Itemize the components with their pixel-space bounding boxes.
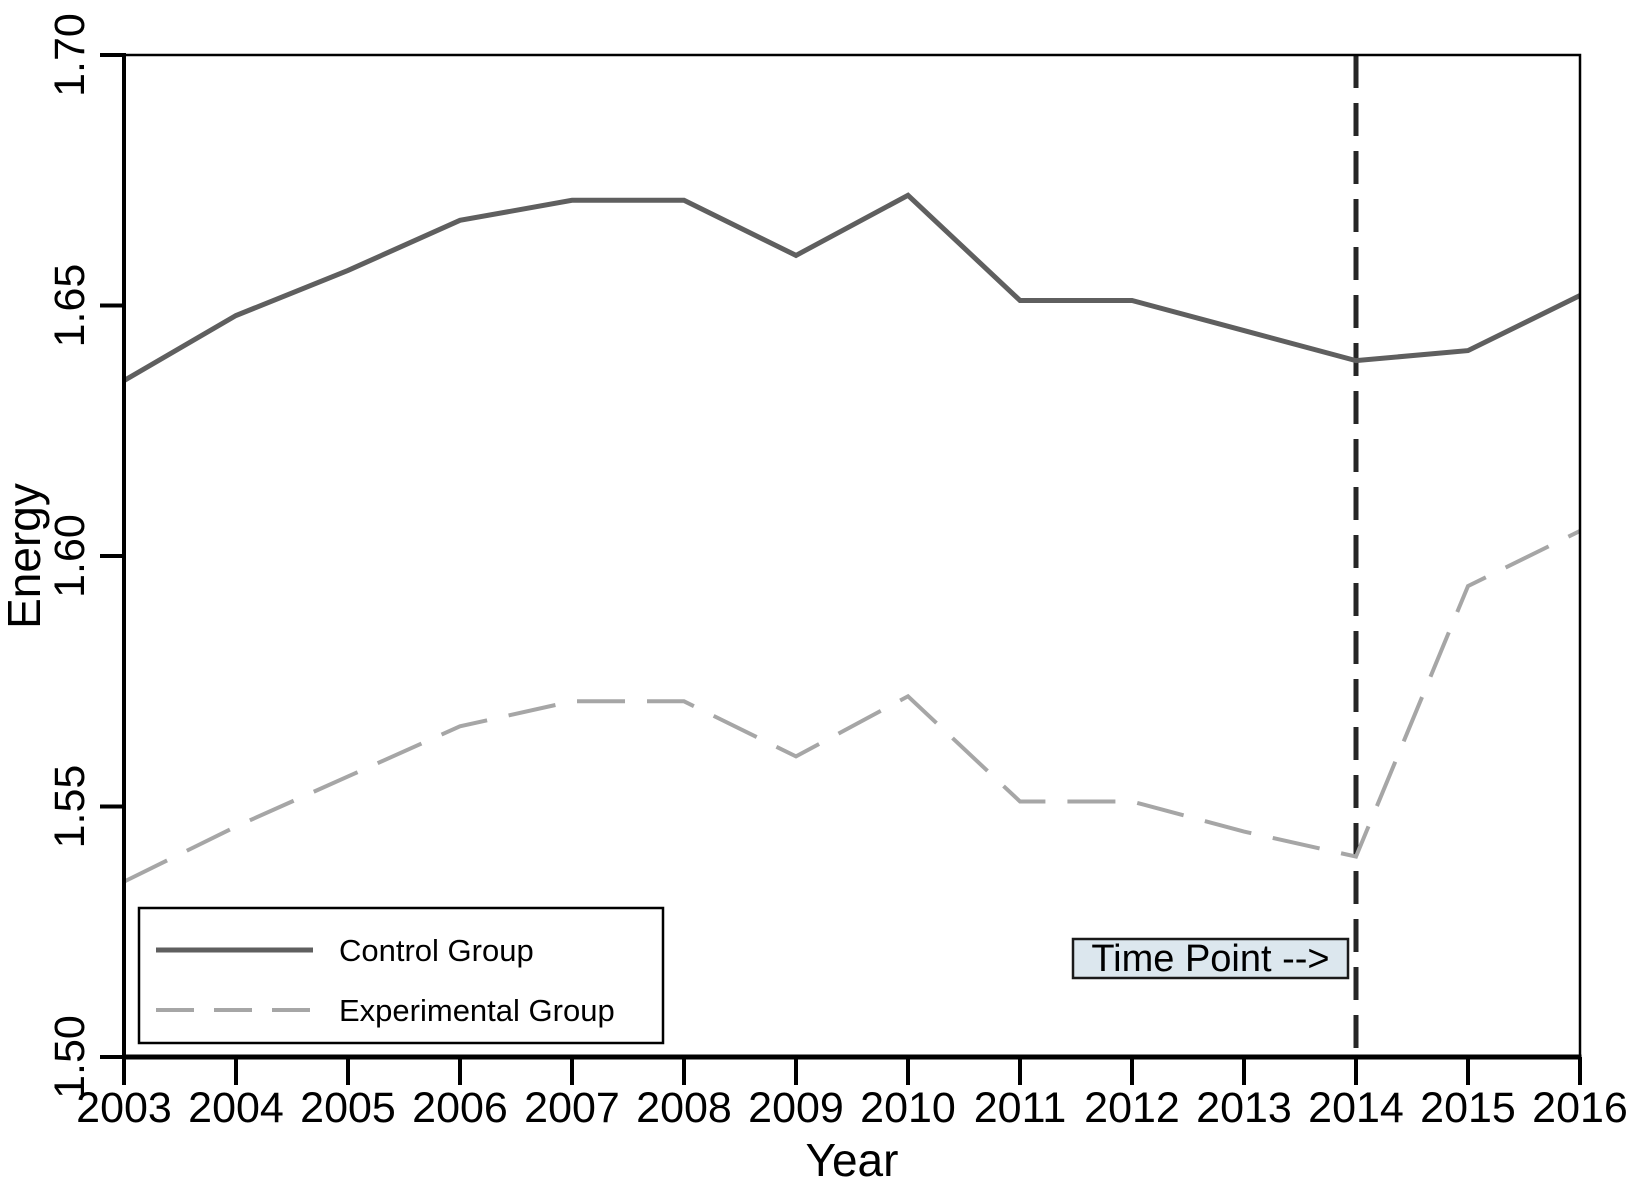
legend-box: [137, 906, 665, 1045]
x-tick-label: 2013: [1196, 1084, 1292, 1132]
x-tick-label: 2005: [300, 1084, 396, 1132]
y-tick-label: 1.50: [46, 1015, 94, 1099]
annotation-box: [1071, 937, 1350, 980]
y-axis-title: Energy: [0, 483, 50, 629]
x-tick-label: 2003: [76, 1084, 172, 1132]
plot-frame: [122, 53, 1582, 1059]
control-group-line: [122, 192, 1582, 383]
x-tick-label: 2010: [860, 1084, 956, 1132]
legend-label: Experimental Group: [339, 993, 615, 1028]
x-tick-label: 2006: [412, 1084, 508, 1132]
x-tick-label: 2012: [1084, 1084, 1180, 1132]
legend-label: Control Group: [339, 933, 534, 968]
y-tick-label: 1.70: [46, 13, 94, 97]
x-tick-label: 2007: [524, 1084, 620, 1132]
x-tick-label: 2014: [1308, 1084, 1404, 1132]
y-tick-label: 1.60: [46, 514, 94, 598]
y-tick-label: 1.55: [46, 765, 94, 849]
plot-area: 1.50 1.55 1.60 1.65 1.70 2003 2004 2005 2006 2007…: [46, 13, 1628, 1132]
x-tick-label: 2015: [1420, 1084, 1516, 1132]
x-tick-label: 2004: [188, 1084, 284, 1132]
experimental-group-line: [123, 529, 1581, 884]
y-tick-label: 1.65: [46, 264, 94, 348]
x-axis-title: Year: [806, 1134, 899, 1186]
x-tick-label: 2009: [748, 1084, 844, 1132]
x-tick-label: 2008: [636, 1084, 732, 1132]
annotation-label: Time Point -->: [1091, 938, 1329, 980]
x-tick-label: 2016: [1532, 1084, 1628, 1132]
x-tick-label: 2011: [974, 1084, 1066, 1132]
